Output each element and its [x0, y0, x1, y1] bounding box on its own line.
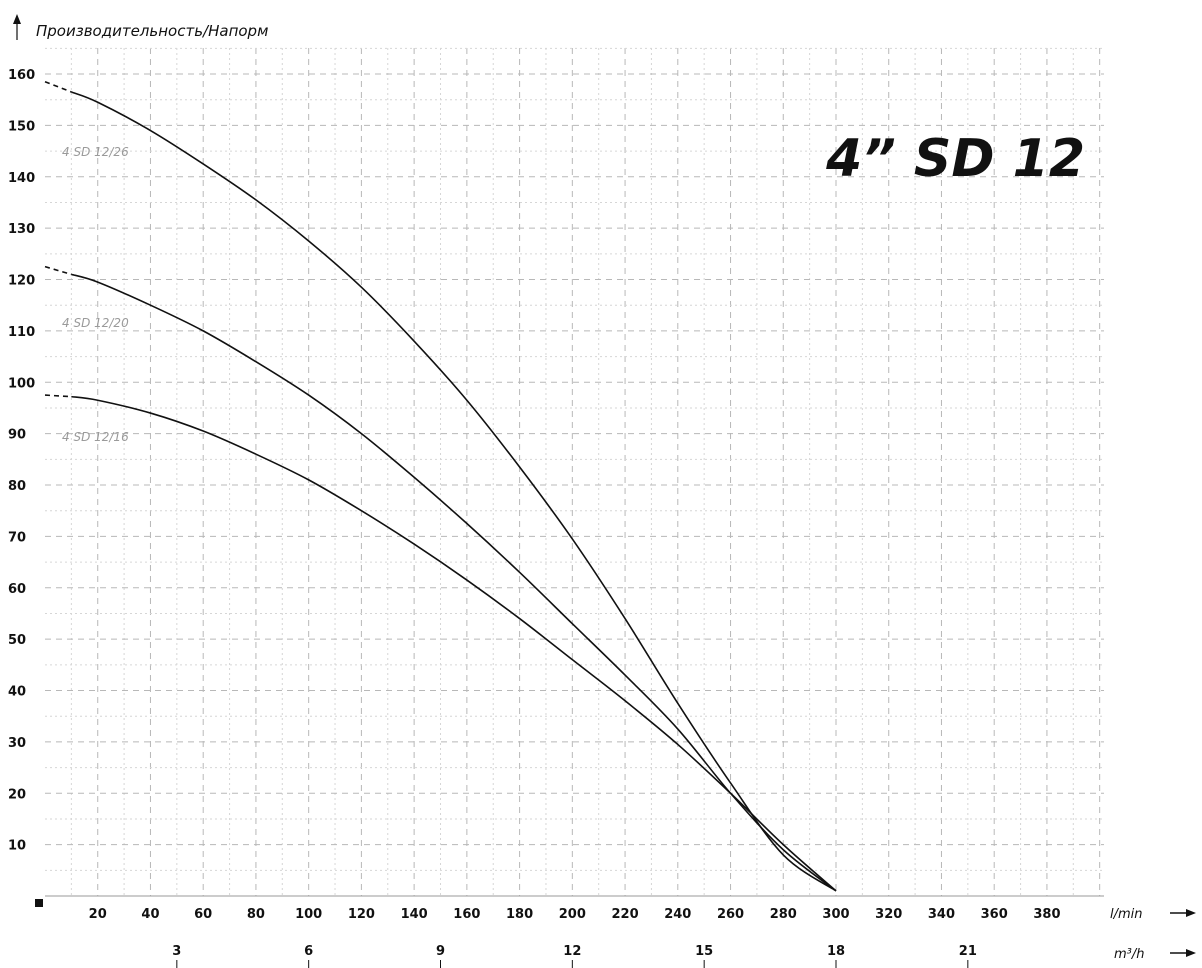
y-tick-label: 60 [8, 582, 26, 597]
y-tick-label: 70 [8, 530, 26, 545]
x-axis-unit-group: l/min [1110, 907, 1196, 922]
y-axis-label: Производительность/Напорм [36, 22, 268, 40]
x-tick-label: 180 [506, 907, 533, 922]
x-tick-label: 40 [141, 907, 159, 922]
y-tick-label: 90 [8, 428, 26, 443]
x-axis-arrow-icon [1186, 909, 1196, 917]
y-tick-label: 50 [8, 633, 26, 648]
x-tick-label: 360 [981, 907, 1008, 922]
chart-title: 4” SD 12 [825, 129, 1085, 189]
series-label: 4 SD 12/26 [62, 145, 129, 159]
y-tick-label: 20 [8, 787, 26, 802]
x2-tick-label: 12 [563, 944, 581, 959]
series-curve [71, 395, 837, 892]
y-tick-label: 150 [8, 119, 35, 134]
tick-labels: 20 40 60 80 100 120 140 160 180 200 220 240 260 280 30… [8, 68, 1061, 968]
series-dashed-start [44, 80, 72, 93]
x2-tick-label: 9 [436, 944, 445, 959]
series-dashed-start [44, 265, 72, 276]
x-axis-unit-label: l/min [1110, 907, 1143, 922]
x-tick-label: 60 [194, 907, 212, 922]
origin-marker [35, 899, 43, 907]
y-tick-label: 30 [8, 736, 26, 751]
x2-axis-unit-group: m³/h [1114, 947, 1196, 962]
x2-tick-label: 18 [827, 944, 845, 959]
x-tick-label: 340 [928, 907, 955, 922]
x2-tick-label: 6 [304, 944, 313, 959]
x2-axis-arrow-icon [1186, 949, 1196, 957]
y-tick-label: 130 [8, 222, 35, 237]
x-tick-label: 120 [348, 907, 375, 922]
y-axis-arrow-icon [13, 14, 21, 24]
x-tick-label: 20 [89, 907, 107, 922]
x-tick-label: 240 [664, 907, 691, 922]
x-tick-label: 200 [559, 907, 586, 922]
series-dashed-start [44, 394, 72, 398]
x-tick-label: 160 [453, 907, 480, 922]
x2-tick-label: 21 [959, 944, 977, 959]
y-tick-label: 40 [8, 685, 26, 700]
x-tick-label: 300 [822, 907, 849, 922]
x-tick-label: 220 [611, 907, 638, 922]
y-tick-label: 120 [8, 274, 35, 289]
x2-tick-label: 3 [172, 944, 181, 959]
x2-tick-label: 15 [695, 944, 713, 959]
series-curve [71, 273, 837, 892]
series-curve [71, 91, 837, 892]
x-tick-label: 140 [401, 907, 428, 922]
x-tick-label: 320 [875, 907, 902, 922]
y-tick-label: 110 [8, 325, 35, 340]
curves [44, 80, 837, 892]
series-label: 4 SD 12/20 [62, 316, 129, 330]
x-tick-label: 260 [717, 907, 744, 922]
y-axis-title-group: Производительность/Напорм [13, 14, 268, 40]
series-label: 4 SD 12/16 [62, 430, 129, 444]
x-tick-label: 100 [295, 907, 322, 922]
y-tick-label: 100 [8, 376, 35, 391]
grid [45, 47, 1104, 896]
x-tick-label: 80 [247, 907, 265, 922]
y-tick-label: 160 [8, 68, 35, 83]
x-tick-label: 280 [770, 907, 797, 922]
x2-axis-unit-label: m³/h [1114, 947, 1145, 962]
x-tick-label: 380 [1033, 907, 1060, 922]
y-tick-label: 10 [8, 839, 26, 854]
series-labels: 4 SD 12/26 4 SD 12/20 4 SD 12/16 [62, 145, 129, 444]
y-tick-label: 140 [8, 171, 35, 186]
y-tick-label: 80 [8, 479, 26, 494]
